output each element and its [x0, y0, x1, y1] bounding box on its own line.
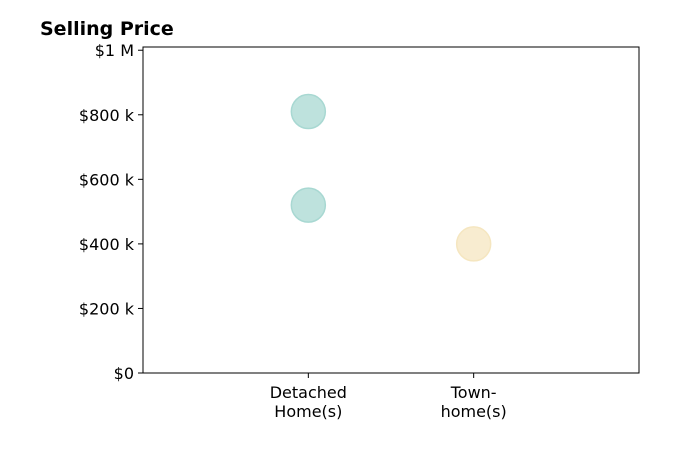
plot-area	[143, 47, 639, 373]
y-axis: $0 $200 k $400 k $600 k $800 k $1 M	[79, 41, 143, 383]
data-points	[291, 95, 490, 261]
y-tick-label: $1 M	[95, 41, 134, 60]
y-tick-label: $800 k	[79, 106, 135, 125]
y-tick-label: $200 k	[79, 299, 135, 318]
chart-title: Selling Price	[40, 18, 174, 40]
y-tick-label: $400 k	[79, 235, 135, 254]
data-point	[291, 95, 325, 129]
data-point	[457, 227, 491, 261]
x-tick-label-line: Home(s)	[274, 402, 342, 421]
y-tick-label: $600 k	[79, 170, 135, 189]
x-tick-label-line: home(s)	[441, 402, 507, 421]
x-axis: DetachedHome(s) Town-home(s)	[270, 373, 507, 421]
data-point	[291, 188, 325, 222]
y-tick-label: $0	[114, 364, 134, 383]
x-tick-label: Town-home(s)	[441, 383, 507, 421]
x-tick-label: DetachedHome(s)	[270, 383, 347, 421]
x-tick-label-line: Town-	[450, 383, 497, 402]
x-tick-label-line: Detached	[270, 383, 347, 402]
